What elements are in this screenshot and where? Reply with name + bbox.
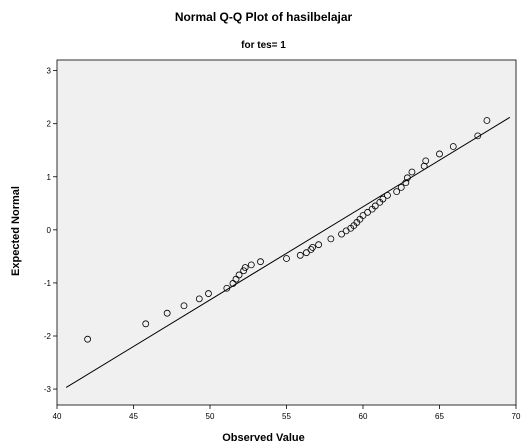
data-point <box>359 212 367 219</box>
data-point <box>393 188 401 196</box>
reference-line <box>65 116 511 388</box>
x-tick-label: 55 <box>282 412 291 421</box>
data-point <box>84 335 91 343</box>
data-points <box>84 117 491 343</box>
data-point <box>223 284 231 292</box>
data-point <box>474 132 482 140</box>
data-point <box>283 255 290 262</box>
x-tick-label: 65 <box>435 412 444 421</box>
data-point <box>235 271 243 279</box>
x-tick-label: 50 <box>206 412 215 421</box>
y-tick-label: -3 <box>44 385 52 394</box>
data-point <box>379 195 387 203</box>
data-point <box>371 202 379 210</box>
data-point <box>163 309 171 317</box>
data-point <box>142 320 150 328</box>
data-point <box>307 246 315 253</box>
data-point <box>327 235 335 243</box>
y-tick-label: 2 <box>47 120 52 129</box>
data-point <box>402 179 410 187</box>
data-point <box>408 168 416 176</box>
data-point <box>483 117 491 124</box>
x-tick-label: 40 <box>53 412 62 421</box>
data-point <box>422 157 430 165</box>
chart-title: Normal Q-Q Plot of hasilbelajar <box>174 10 353 24</box>
data-point <box>364 208 371 216</box>
data-point <box>403 174 411 182</box>
x-tick-label: 70 <box>512 412 521 421</box>
data-point <box>309 243 316 251</box>
data-point <box>449 143 457 150</box>
data-point <box>247 261 255 269</box>
axis-ticks: 40 45 50 55 60 65 70 -3 -2 -1 0 1 2 3 <box>44 67 521 421</box>
data-point <box>205 290 212 297</box>
data-point <box>315 241 323 249</box>
y-tick-label: -2 <box>44 332 52 341</box>
data-point <box>240 267 248 275</box>
data-point <box>241 264 249 271</box>
y-tick-label: -1 <box>44 279 52 288</box>
y-tick-label: 1 <box>47 173 52 182</box>
x-tick-label: 45 <box>129 412 138 421</box>
x-axis-label: Observed Value <box>222 432 305 444</box>
data-point <box>195 295 203 303</box>
data-point <box>257 258 264 266</box>
data-point <box>180 302 188 310</box>
data-point <box>338 230 345 238</box>
plot-area <box>56 59 517 406</box>
data-point <box>397 183 405 191</box>
data-point <box>384 191 391 199</box>
data-point <box>296 251 304 259</box>
x-tick-label: 60 <box>359 412 368 421</box>
chart-subtitle: for tes= 1 <box>241 40 286 51</box>
data-point <box>302 249 310 257</box>
y-tick-label: 3 <box>47 67 52 76</box>
y-tick-label: 0 <box>47 226 52 235</box>
data-point <box>436 150 443 158</box>
